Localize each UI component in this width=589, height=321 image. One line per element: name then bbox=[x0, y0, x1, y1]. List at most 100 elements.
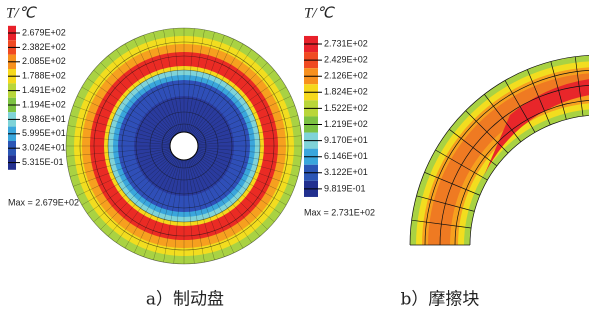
mesh-radial bbox=[163, 29, 182, 133]
legend-label: 2.679E+02 bbox=[22, 27, 66, 37]
legend-label: 8.986E+01 bbox=[22, 114, 66, 124]
mesh-radial bbox=[194, 154, 275, 223]
mesh-radial bbox=[194, 69, 275, 138]
mesh-radial bbox=[185, 159, 195, 264]
mesh-radial bbox=[196, 86, 287, 140]
mesh-radial bbox=[143, 35, 180, 133]
mesh-radial bbox=[67, 148, 171, 167]
mesh-radial bbox=[195, 78, 281, 139]
mesh-radial bbox=[69, 149, 171, 177]
legend-label: 2.126E+02 bbox=[324, 71, 368, 81]
mesh-radial bbox=[192, 55, 261, 136]
mesh-radial bbox=[173, 159, 183, 264]
legend-label: 5.995E+01 bbox=[22, 128, 66, 138]
mesh-radial bbox=[93, 69, 174, 138]
mesh-radial bbox=[197, 125, 301, 144]
legend-label: 2.085E+02 bbox=[22, 56, 66, 66]
legend-label: 9.819E-01 bbox=[324, 183, 366, 193]
mesh-radial bbox=[107, 55, 176, 136]
mesh-radial bbox=[465, 110, 509, 154]
mesh-radial bbox=[100, 155, 175, 230]
legend-label: 1.194E+02 bbox=[22, 99, 66, 109]
mesh-radial bbox=[143, 159, 180, 257]
mesh-radial bbox=[191, 157, 252, 243]
mesh-radial bbox=[411, 219, 472, 229]
mesh-radial bbox=[196, 95, 292, 141]
mesh-radial bbox=[133, 158, 179, 254]
legend-label: 1.491E+02 bbox=[22, 85, 66, 95]
mesh-radial bbox=[87, 78, 173, 139]
mesh-radial bbox=[197, 135, 302, 145]
legend-label: 9.170E+01 bbox=[324, 135, 368, 145]
mesh-radial bbox=[187, 159, 215, 261]
legend-label: 1.788E+02 bbox=[22, 71, 66, 81]
mesh-radial bbox=[66, 135, 171, 145]
center-hole bbox=[169, 131, 199, 161]
mesh-radial bbox=[76, 95, 172, 141]
mesh-radial bbox=[188, 35, 225, 133]
mesh-radial bbox=[193, 155, 268, 230]
legend-label: 3.024E+01 bbox=[22, 143, 66, 153]
mesh-radial bbox=[66, 147, 171, 157]
caption: b）摩擦块 bbox=[401, 290, 480, 310]
mesh-radial bbox=[173, 28, 183, 133]
panel-title: T/℃ bbox=[6, 5, 38, 21]
brake-disk bbox=[65, 27, 303, 265]
mesh-radial bbox=[526, 69, 551, 126]
mesh-radial bbox=[116, 157, 177, 243]
mesh-radial bbox=[69, 115, 171, 143]
mesh-radial bbox=[574, 56, 584, 117]
mesh-radial bbox=[76, 151, 172, 197]
mesh-radial bbox=[81, 152, 172, 206]
mesh-radial bbox=[435, 149, 488, 181]
panel-title: T/℃ bbox=[304, 5, 336, 21]
legend-label: 1.219E+02 bbox=[324, 119, 368, 129]
mesh-radial bbox=[190, 158, 244, 249]
mesh-radial bbox=[81, 86, 172, 140]
mesh-radial bbox=[186, 159, 205, 263]
mesh-radial bbox=[124, 158, 178, 249]
mesh-radial bbox=[197, 150, 295, 187]
mesh-radial bbox=[163, 159, 182, 263]
mesh-radial bbox=[196, 151, 292, 197]
mesh-radial bbox=[424, 171, 481, 196]
mesh-radial bbox=[133, 38, 179, 134]
mesh-radial bbox=[189, 38, 235, 134]
mesh-radial bbox=[484, 94, 522, 143]
hot-zone bbox=[480, 79, 589, 185]
mesh-radial bbox=[73, 150, 171, 187]
legend-label: 5.315E-01 bbox=[22, 157, 64, 167]
mesh-radial bbox=[191, 49, 252, 135]
max-label: Max = 2.679E+02 bbox=[8, 197, 79, 207]
mesh-radial bbox=[153, 159, 181, 261]
mesh-radial bbox=[193, 62, 268, 137]
mesh-radial bbox=[195, 153, 281, 214]
mesh-radial bbox=[124, 43, 178, 134]
mesh-radial bbox=[192, 156, 261, 237]
mesh-radial bbox=[116, 49, 177, 135]
mesh-radial bbox=[416, 195, 475, 212]
mesh-radial bbox=[73, 105, 171, 142]
mesh-radial bbox=[185, 28, 195, 133]
mesh-radial bbox=[197, 148, 301, 167]
mesh-radial bbox=[196, 152, 287, 206]
legend-label: 2.731E+02 bbox=[324, 38, 368, 48]
mesh-radial bbox=[197, 105, 295, 142]
mesh-radial bbox=[100, 62, 175, 137]
legend-label: 3.122E+01 bbox=[324, 167, 368, 177]
mesh-radial bbox=[197, 149, 299, 177]
mesh-radial bbox=[107, 156, 176, 237]
max-label: Max = 2.731E+02 bbox=[304, 207, 375, 217]
mesh-radial bbox=[187, 31, 215, 133]
brake-pad bbox=[409, 54, 589, 246]
mesh-radial bbox=[153, 31, 181, 133]
temperature-band bbox=[422, 67, 589, 245]
mesh-radial bbox=[197, 115, 299, 143]
mesh-radial bbox=[189, 158, 235, 254]
mesh-radial bbox=[188, 159, 225, 257]
mesh-radial bbox=[186, 29, 205, 133]
mesh-radial bbox=[449, 129, 498, 167]
mesh-radial bbox=[190, 43, 244, 134]
mesh-radial bbox=[93, 154, 174, 223]
